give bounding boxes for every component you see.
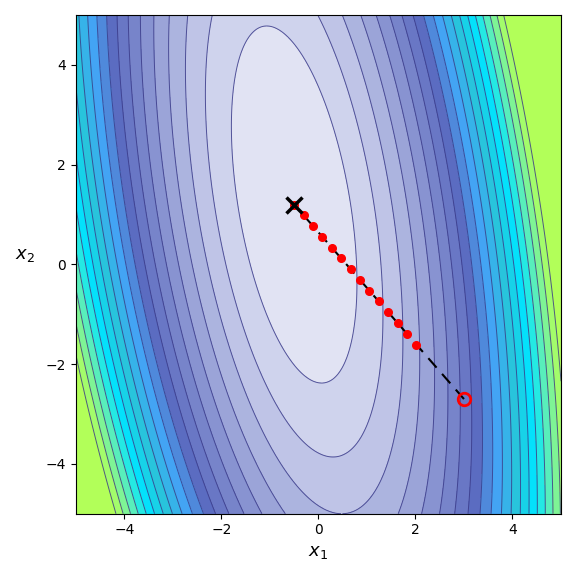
X-axis label: $x_1$: $x_1$: [308, 543, 328, 561]
Y-axis label: $x_2$: $x_2$: [15, 247, 35, 264]
